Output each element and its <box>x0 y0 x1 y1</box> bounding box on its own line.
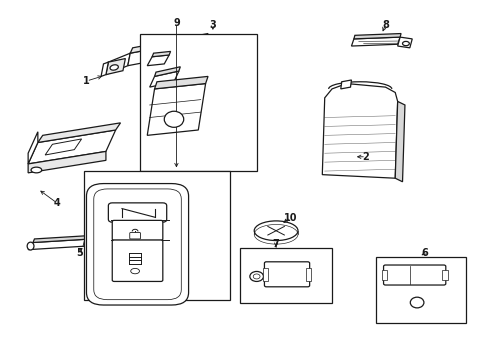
Ellipse shape <box>254 221 297 240</box>
Polygon shape <box>28 152 106 173</box>
Polygon shape <box>397 37 411 48</box>
Text: 1: 1 <box>83 76 90 86</box>
Polygon shape <box>353 33 400 39</box>
Ellipse shape <box>402 41 408 46</box>
Text: 5: 5 <box>76 248 82 258</box>
FancyBboxPatch shape <box>264 262 309 287</box>
Polygon shape <box>101 62 108 76</box>
Polygon shape <box>127 39 205 66</box>
FancyBboxPatch shape <box>129 233 140 239</box>
Polygon shape <box>106 59 125 75</box>
Bar <box>375 257 465 323</box>
Polygon shape <box>28 132 38 164</box>
Polygon shape <box>28 239 91 249</box>
Polygon shape <box>106 53 130 75</box>
Text: 4: 4 <box>54 198 61 208</box>
Bar <box>84 171 229 300</box>
FancyBboxPatch shape <box>112 240 163 282</box>
Bar <box>381 270 386 280</box>
Ellipse shape <box>249 271 263 282</box>
Polygon shape <box>152 51 170 57</box>
Bar <box>140 33 256 171</box>
Polygon shape <box>45 139 81 155</box>
Text: 8: 8 <box>381 19 388 30</box>
Polygon shape <box>33 235 93 243</box>
Bar <box>442 270 447 280</box>
Polygon shape <box>147 55 169 66</box>
Text: 3: 3 <box>209 19 216 30</box>
Bar <box>239 248 331 303</box>
Text: 6: 6 <box>420 248 427 258</box>
FancyBboxPatch shape <box>383 265 445 285</box>
Bar <box>263 268 267 281</box>
Ellipse shape <box>409 297 423 308</box>
Ellipse shape <box>27 242 34 250</box>
Ellipse shape <box>253 274 260 279</box>
Ellipse shape <box>110 65 118 70</box>
Polygon shape <box>154 76 207 89</box>
Ellipse shape <box>164 111 183 127</box>
Polygon shape <box>38 123 120 143</box>
Text: 2: 2 <box>362 152 368 162</box>
Polygon shape <box>340 80 351 89</box>
Bar <box>305 268 310 281</box>
Polygon shape <box>28 130 116 164</box>
Polygon shape <box>149 71 179 87</box>
Polygon shape <box>322 84 397 178</box>
Polygon shape <box>351 37 399 46</box>
Polygon shape <box>394 102 404 182</box>
Text: 9: 9 <box>173 18 180 28</box>
FancyBboxPatch shape <box>112 220 163 240</box>
Polygon shape <box>147 84 205 135</box>
Ellipse shape <box>31 167 41 173</box>
FancyBboxPatch shape <box>94 189 181 300</box>
Polygon shape <box>130 33 207 53</box>
FancyBboxPatch shape <box>108 203 166 222</box>
Ellipse shape <box>130 269 139 274</box>
Text: 10: 10 <box>284 212 297 222</box>
Polygon shape <box>154 67 180 76</box>
FancyBboxPatch shape <box>86 184 188 305</box>
Text: 7: 7 <box>272 239 279 249</box>
